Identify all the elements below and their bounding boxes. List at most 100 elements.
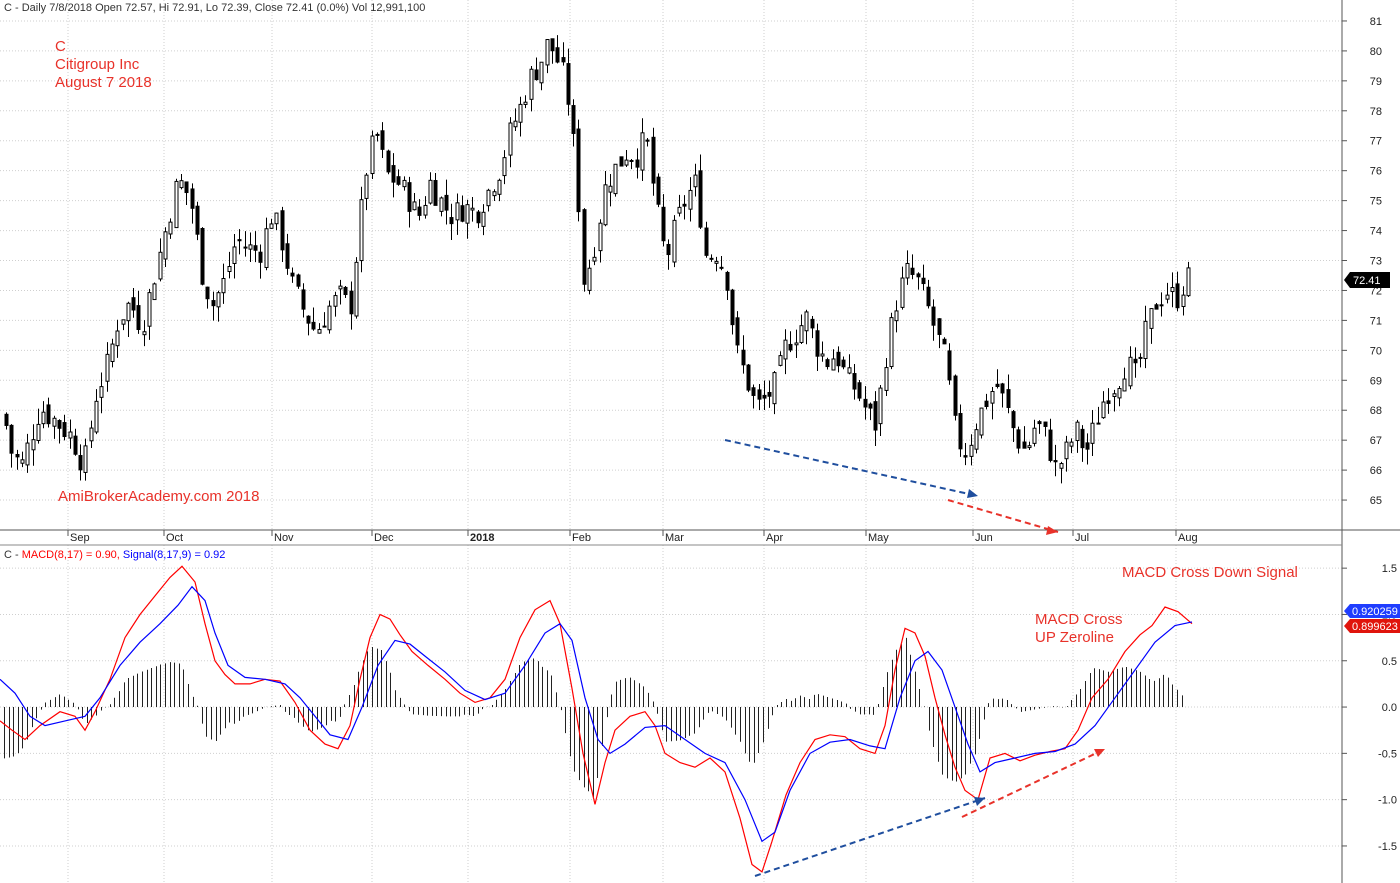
price-trendline-blue-arrowhead [967,489,978,498]
candle-down [561,57,566,63]
price-tick-label: 80 [1370,46,1382,58]
candle-up [497,179,502,195]
candle-down [550,38,555,52]
candle-down [343,286,348,296]
candle-down [253,245,258,251]
candle-up [1186,267,1191,297]
candle-up [94,400,99,433]
candle-up [523,101,528,105]
candle-down [698,170,703,228]
macd-tick-label: 0.0 [1382,702,1397,714]
candle-down [4,413,9,426]
price-tick-label: 70 [1370,345,1382,357]
candle-up [1075,421,1080,442]
candle-up [624,159,629,166]
candle-down [555,47,560,63]
candle-up [1090,422,1095,444]
price-tick-label: 69 [1370,375,1382,387]
candle-down [725,271,730,291]
candle-up [455,202,460,221]
candle-up [969,444,974,457]
macd-trendline-red-arrowhead [1094,749,1105,757]
candle-up [894,310,899,322]
candle-down [825,359,830,368]
candle-up [423,204,428,216]
candle-up [900,277,905,308]
candle-down [296,274,301,287]
candle-up [364,174,369,199]
candle-up [772,372,777,405]
price-tick-label: 67 [1370,435,1382,447]
candle-up [603,184,608,226]
candle-up [327,305,332,331]
candle-down [863,398,868,408]
candle-up [232,246,237,264]
candle-down [195,205,200,235]
candle-down [836,351,841,367]
candle-down [931,306,936,326]
candle-down [995,383,1000,388]
candle-up [99,386,104,398]
candle-up [1064,441,1069,460]
candle-up [1143,320,1148,360]
candle-down [751,387,756,396]
candle-down [243,246,248,249]
candle-down [1022,441,1027,449]
candle-down [184,181,189,194]
candle-down [651,136,656,184]
candle-down [619,156,624,167]
candle-down [1000,383,1005,394]
candle-up [889,317,894,368]
price-trendline-red [947,499,1059,533]
candle-up [1032,427,1037,444]
month-label: Sep [70,532,90,544]
candle-up [486,189,491,207]
month-label: Dec [374,532,394,544]
candle-up [778,355,783,366]
candle-down [211,300,216,307]
candle-down [1016,429,1021,449]
candle-down [417,206,422,216]
candle-up [1128,356,1133,387]
price-tick-label: 65 [1370,495,1382,507]
candle-down [566,63,571,105]
candle-down [1106,400,1111,404]
candle-up [470,207,475,211]
candle-up [481,211,486,227]
candle-down [942,338,947,345]
candle-down [661,206,666,242]
candle-down [290,272,295,277]
date-label: August 7 2018 [55,74,152,91]
price-tick-label: 77 [1370,136,1382,148]
candle-down [645,139,650,142]
candle-up [338,285,343,290]
candle-down [757,389,762,400]
candle-up [163,231,168,260]
candle-up [714,260,719,264]
candle-down [719,266,724,269]
candle-up [121,319,126,325]
candle-down [433,180,438,206]
price-tick-label: 79 [1370,76,1382,88]
candle-up [799,325,804,343]
month-label: Mar [665,532,684,544]
price-trendline-blue [724,439,979,497]
candle-up [794,342,799,346]
candle-up [248,244,253,250]
candle-down [810,318,815,329]
signal-value-tag-text: 0.920259 [1352,606,1398,618]
candle-down [841,359,846,368]
candle-up [847,367,852,374]
signal-line [0,585,1193,843]
candle-up [878,387,883,425]
month-label: Jun [975,532,993,544]
candle-up [492,191,497,197]
macd-header-macd: MACD(8,17) = 0.90, [22,549,123,561]
candle-down [534,69,539,81]
candle-up [990,390,995,404]
candle-up [89,427,94,442]
candle-up [115,330,120,347]
candle-up [979,407,984,436]
candle-up [402,179,407,188]
